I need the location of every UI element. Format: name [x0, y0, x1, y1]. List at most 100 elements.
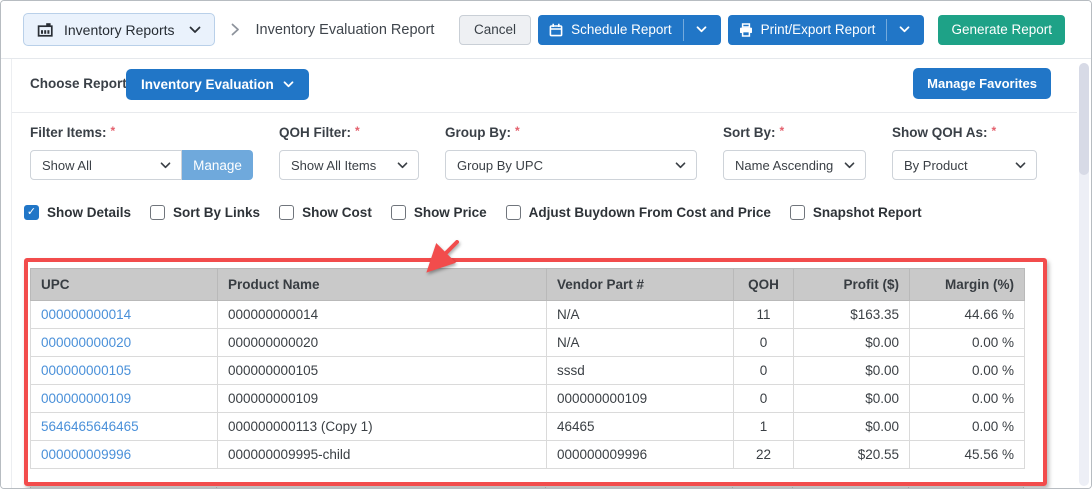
filter-select[interactable]: Show All	[30, 150, 182, 180]
filter-select[interactable]: Name Ascending	[723, 150, 866, 180]
print-export-report-label: Print/Export Report	[760, 22, 876, 37]
product-name-cell: 000000009995-child	[217, 440, 547, 469]
profit-cell: $0.00	[793, 384, 910, 413]
margin-cell: 0.00 %	[909, 328, 1025, 357]
header-actions: Cancel Schedule Report	[459, 14, 1065, 45]
upc-link[interactable]: 000000000014	[30, 300, 218, 329]
checkbox-label: Show Price	[413, 205, 487, 220]
report-type-dropdown-label: Inventory Evaluation	[141, 77, 274, 92]
filter-select-value: Group By UPC	[457, 157, 543, 173]
filter-label: Sort By: *	[723, 124, 785, 140]
report-settings-panel: Choose Report Inventory Evaluation Manag…	[1, 59, 1091, 488]
manage-favorites-button[interactable]: Manage Favorites	[913, 68, 1051, 99]
section-divider	[12, 112, 1077, 113]
vendor-part-cell: 000000009996	[546, 440, 734, 469]
printer-icon	[739, 22, 753, 37]
table-column-header[interactable]: QOH	[733, 268, 794, 301]
option-checkbox[interactable]: ✓ Adjust Buydown From Cost and Price	[505, 205, 771, 220]
checkbox-box[interactable]: ✓	[789, 205, 805, 220]
checkbox-box[interactable]: ✓	[150, 205, 166, 220]
option-checkbox[interactable]: ✓ Show Cost	[279, 205, 372, 220]
vendor-part-cell: 46465	[546, 412, 734, 441]
qoh-cell: 1	[733, 412, 794, 441]
filter-label: QOH Filter: *	[279, 124, 360, 140]
chevron-down-icon	[189, 26, 201, 34]
option-checkbox[interactable]: ✓ Sort By Links	[150, 205, 260, 220]
option-checkbox[interactable]: ✓ Snapshot Report	[789, 205, 922, 220]
qoh-cell: 22	[733, 440, 794, 469]
filter-select[interactable]: Show All Items	[279, 150, 419, 180]
filters-row: Filter Items: * Show All Manage QOH Filt…	[30, 124, 1037, 180]
upc-link[interactable]: 5646465646465	[30, 412, 218, 441]
required-asterisk: *	[515, 124, 520, 138]
required-asterisk: *	[991, 124, 997, 138]
report-type-dropdown[interactable]: Inventory Evaluation	[126, 69, 309, 100]
upc-link[interactable]: 000000000020	[30, 328, 218, 357]
scrollbar-track[interactable]	[1079, 63, 1089, 486]
clipped-table-row	[30, 487, 1024, 488]
checkbox-box[interactable]: ✓	[505, 205, 521, 220]
filter-select[interactable]: By Product	[892, 150, 1037, 180]
checkbox-label: Show Details	[47, 205, 132, 220]
inventory-reports-menu-button[interactable]: Inventory Reports	[23, 13, 215, 46]
manage-filter-items-button[interactable]: Manage	[182, 150, 253, 180]
option-checkbox[interactable]: ✓ Show Price	[390, 205, 487, 220]
cancel-button[interactable]: Cancel	[459, 14, 532, 45]
header-bar: Inventory Reports Inventory Evaluation R…	[1, 1, 1091, 59]
vendor-part-cell: 000000000109	[546, 384, 734, 413]
chevron-down-icon	[675, 161, 686, 169]
product-name-cell: 000000000109	[217, 384, 547, 413]
print-export-report-button[interactable]: Print/Export Report	[727, 14, 925, 45]
upc-link[interactable]: 000000000105	[30, 356, 218, 385]
filter-select[interactable]: Group By UPC	[445, 150, 697, 180]
table-column-header[interactable]: Vendor Part #	[546, 268, 734, 301]
vendor-part-cell: sssd	[546, 356, 734, 385]
filter-label: Filter Items: *	[30, 124, 116, 140]
scrollbar-thumb[interactable]	[1079, 63, 1089, 175]
checkbox-label: Sort By Links	[173, 205, 261, 220]
table-column-header[interactable]: Margin (%)	[909, 268, 1025, 301]
table-column-header[interactable]: Profit ($)	[793, 268, 910, 301]
table-row: 000000000109 000000000109 000000000109 0…	[30, 384, 1025, 413]
filter-select-value: By Product	[904, 157, 968, 173]
margin-cell: 45.56 %	[909, 440, 1025, 469]
breadcrumb-separator-icon	[231, 23, 240, 36]
qoh-cell: 11	[733, 300, 794, 329]
table-header-row: UPC Product Name Vendor Part # QOH Profi…	[30, 268, 1025, 301]
profit-cell: $0.00	[793, 328, 910, 357]
profit-cell: $20.55	[793, 440, 910, 469]
upc-link[interactable]: 000000009996	[30, 440, 218, 469]
option-checkbox[interactable]: ✓ Show Details	[24, 205, 131, 220]
profit-cell: $163.35	[793, 300, 910, 329]
filter-group: Filter Items: * Show All Manage	[30, 124, 253, 180]
product-name-cell: 000000000020	[217, 328, 547, 357]
table-column-header[interactable]: UPC	[30, 268, 218, 301]
product-name-cell: 000000000014	[217, 300, 547, 329]
options-row: ✓ Show Details ✓ Sort By Links ✓ Show Co…	[24, 205, 922, 220]
qoh-cell: 0	[733, 384, 794, 413]
schedule-report-button[interactable]: Schedule Report	[538, 14, 721, 45]
checkbox-box[interactable]: ✓	[279, 205, 295, 220]
checkbox-label: Snapshot Report	[812, 205, 922, 220]
table-column-header[interactable]: Product Name	[217, 268, 547, 301]
margin-cell: 0.00 %	[909, 412, 1025, 441]
table-row: 000000000105 000000000105 sssd 0 $0.00 0…	[30, 356, 1025, 385]
required-asterisk: *	[355, 124, 360, 138]
vendor-part-cell: N/A	[546, 300, 734, 329]
filter-group: QOH Filter: * Show All Items	[279, 124, 419, 180]
page-title: Inventory Evaluation Report	[255, 21, 435, 38]
chevron-down-icon[interactable]	[693, 26, 710, 33]
checkbox-box[interactable]: ✓	[390, 205, 406, 220]
generate-report-button[interactable]: Generate Report	[938, 14, 1065, 45]
checkmark-icon: ✓	[26, 206, 37, 218]
checkbox-box[interactable]: ✓	[24, 205, 39, 220]
upc-link[interactable]: 000000000109	[30, 384, 218, 413]
vendor-part-cell: N/A	[546, 328, 734, 357]
margin-cell: 0.00 %	[909, 384, 1025, 413]
margin-cell: 44.66 %	[909, 300, 1025, 329]
checkbox-label: Show Cost	[302, 205, 372, 220]
chevron-down-icon[interactable]	[896, 26, 913, 33]
filter-label: Show QOH As: *	[892, 124, 997, 140]
margin-cell: 0.00 %	[909, 356, 1025, 385]
